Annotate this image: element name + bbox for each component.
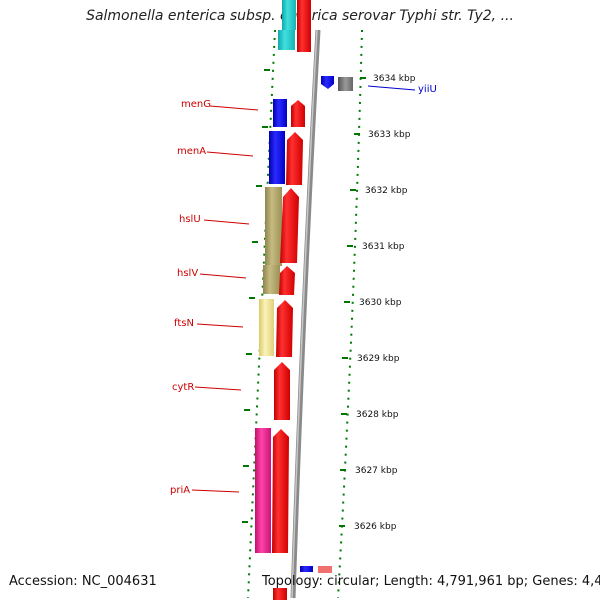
bottom-gene-blue: [300, 566, 313, 572]
bottom-gene-red-light: [318, 566, 332, 573]
cds-arrow-7: [272, 429, 289, 553]
gene-label-menG: menG: [181, 99, 211, 110]
priA-gene: [255, 428, 271, 553]
cds-arrow-1: [291, 100, 305, 127]
scale-label-3628: 3628 kbp: [356, 410, 399, 420]
hslV-gene: [263, 265, 280, 294]
yiiU-label-line: [367, 85, 416, 91]
menG-label-line: [209, 105, 259, 111]
gene-label-hslU: hslU: [179, 214, 201, 225]
top-gene-cyan: [278, 30, 295, 50]
hslU-label-line: [203, 219, 250, 225]
backbone-highlight: [291, 29, 318, 599]
gene-label-menA: menA: [177, 146, 206, 157]
menG-gene: [273, 99, 287, 127]
topology-text: Topology: circular; Length: 4,791,961 bp…: [262, 574, 600, 589]
scale-label-3626: 3626 kbp: [354, 522, 397, 532]
scale-label-3629: 3629 kbp: [357, 354, 400, 364]
gene-label-yiiU: yiiU: [418, 84, 437, 95]
gene-label-cytR: cytR: [172, 382, 194, 393]
bottom-gene-red: [273, 588, 287, 600]
scale-label-3634: 3634 kbp: [373, 74, 416, 84]
gene-label-priA: priA: [170, 485, 190, 496]
accession-text: Accession: NC_004631: [9, 574, 157, 589]
hslV-label-line: [199, 273, 247, 279]
ftsN-gene: [259, 299, 274, 356]
yiiU-gene-blue: [321, 76, 334, 89]
cds-arrow-3: [280, 188, 299, 263]
ftsN-label-line: [196, 323, 244, 328]
outer-ring-right: [337, 29, 363, 599]
cds-arrow-2: [286, 132, 303, 185]
scale-label-3632: 3632 kbp: [365, 186, 408, 196]
backbone-line: [290, 29, 321, 599]
yiiU-gene-grey: [338, 77, 353, 91]
scale-label-3627: 3627 kbp: [355, 466, 398, 476]
gene-label-ftsN: ftsN: [174, 318, 194, 329]
cds-arrow-6: [274, 362, 290, 420]
cds-arrow-4: [279, 266, 295, 295]
menA-label-line: [206, 151, 254, 157]
top-gene-cyan-upper: [282, 0, 296, 30]
priA-label-line: [191, 489, 240, 493]
scale-label-3630: 3630 kbp: [359, 298, 402, 308]
gene-label-hslV: hslV: [177, 268, 198, 279]
top-gene-red: [297, 0, 311, 52]
hslU-gene: [265, 187, 282, 266]
cds-arrow-5: [276, 300, 293, 357]
cytR-label-line: [194, 386, 242, 391]
scale-label-3633: 3633 kbp: [368, 130, 411, 140]
menA-gene: [269, 131, 285, 184]
scale-label-3631: 3631 kbp: [362, 242, 405, 252]
